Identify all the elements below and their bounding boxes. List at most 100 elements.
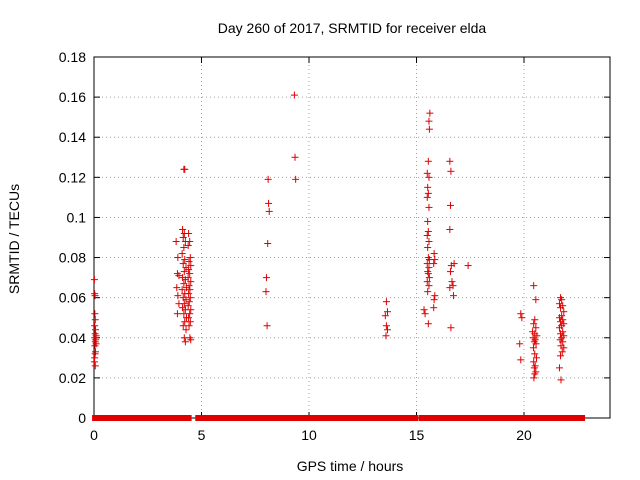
data-point xyxy=(421,310,429,318)
data-point xyxy=(446,225,454,233)
data-point xyxy=(420,306,428,314)
data-point xyxy=(381,312,389,320)
data-point xyxy=(425,264,433,272)
data-point xyxy=(182,326,190,334)
data-point xyxy=(450,260,458,268)
grid xyxy=(94,57,610,418)
data-point xyxy=(530,282,538,290)
data-point xyxy=(186,310,194,318)
data-point xyxy=(185,258,193,266)
data-point xyxy=(262,274,270,282)
data-point xyxy=(185,314,193,322)
data-point xyxy=(172,238,180,246)
data-point xyxy=(424,244,432,252)
data-point xyxy=(185,266,193,274)
data-point xyxy=(426,109,434,117)
data-point xyxy=(186,318,194,326)
data-point xyxy=(449,292,457,300)
data-point xyxy=(532,324,540,332)
data-point xyxy=(532,354,540,362)
data-point xyxy=(264,240,272,248)
y-tick-label: 0.02 xyxy=(59,370,86,386)
data-point xyxy=(560,308,568,316)
data-point xyxy=(430,296,438,304)
data-point xyxy=(181,165,189,173)
zero-value-band xyxy=(427,415,531,421)
y-tick-label: 0.06 xyxy=(59,290,86,306)
data-point xyxy=(187,336,195,344)
data-point xyxy=(425,173,433,181)
data-point xyxy=(424,270,432,278)
data-point xyxy=(424,288,432,296)
data-point xyxy=(91,342,99,350)
data-point xyxy=(430,250,438,258)
data-point xyxy=(184,274,192,282)
zero-value-band xyxy=(560,415,586,421)
data-point xyxy=(263,322,271,330)
data-point xyxy=(557,304,565,312)
data-point xyxy=(423,260,431,268)
data-point xyxy=(517,310,525,318)
y-tick-label: 0.14 xyxy=(59,129,86,145)
data-point xyxy=(529,344,537,352)
data-point xyxy=(179,260,187,268)
data-point xyxy=(262,288,270,296)
data-point xyxy=(425,282,433,290)
data-point xyxy=(90,358,98,366)
data-point xyxy=(91,362,99,370)
data-point xyxy=(91,316,99,324)
data-point xyxy=(425,125,433,133)
data-point xyxy=(448,278,456,286)
data-point xyxy=(186,270,194,278)
data-point xyxy=(425,274,433,282)
data-point xyxy=(382,322,390,330)
data-point xyxy=(530,320,538,328)
data-point xyxy=(423,169,431,177)
data-point xyxy=(180,244,188,252)
data-point xyxy=(185,229,193,237)
data-point xyxy=(558,348,566,356)
data-point xyxy=(186,238,194,246)
data-point xyxy=(424,217,432,225)
data-point xyxy=(185,298,193,306)
data-point xyxy=(185,322,193,330)
data-point xyxy=(186,286,194,294)
data-point xyxy=(383,308,391,316)
y-tick-label: 0.18 xyxy=(59,49,86,65)
data-point xyxy=(557,376,565,384)
data-point xyxy=(560,344,568,352)
data-point xyxy=(175,272,183,280)
data-point xyxy=(446,157,454,165)
x-axis-label: GPS time / hours xyxy=(297,458,404,474)
data-point xyxy=(187,278,195,286)
data-point xyxy=(533,332,541,340)
data-point xyxy=(174,292,182,300)
data-point xyxy=(424,320,432,328)
data-point xyxy=(446,201,454,209)
y-tick-label: 0.16 xyxy=(59,89,86,105)
data-point xyxy=(265,207,273,215)
data-point xyxy=(292,175,300,183)
data-point xyxy=(186,254,194,262)
data-point xyxy=(516,340,524,348)
x-tick-label: 5 xyxy=(198,427,206,443)
data-point xyxy=(425,203,433,211)
data-point xyxy=(424,227,432,235)
data-point xyxy=(532,296,540,304)
data-point xyxy=(423,278,431,286)
data-point xyxy=(174,254,182,262)
data-point xyxy=(173,284,181,292)
x-tick-label: 10 xyxy=(301,427,317,443)
data-point xyxy=(530,358,538,366)
y-tick-label: 0.12 xyxy=(59,169,86,185)
data-point xyxy=(382,332,390,340)
data-point xyxy=(446,268,454,276)
data-point xyxy=(173,310,181,318)
data-point xyxy=(180,280,188,288)
zero-value-band xyxy=(92,415,181,421)
zero-value-band xyxy=(195,415,419,421)
data-point xyxy=(187,262,195,270)
data-point xyxy=(265,199,273,207)
y-tick-label: 0.08 xyxy=(59,250,86,266)
data-point xyxy=(425,117,433,125)
